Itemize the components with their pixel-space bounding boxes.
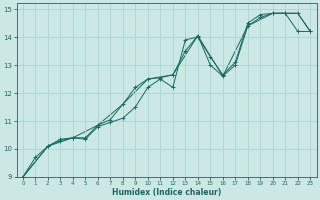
X-axis label: Humidex (Indice chaleur): Humidex (Indice chaleur) [112, 188, 221, 197]
